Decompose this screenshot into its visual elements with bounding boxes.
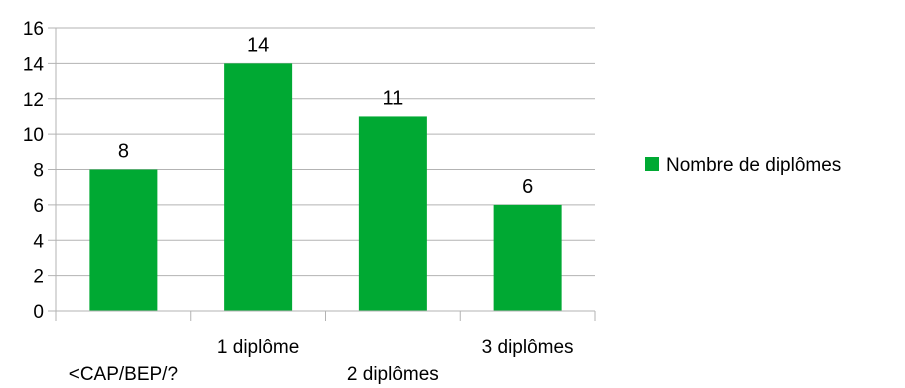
y-tick-label: 8 — [33, 161, 44, 182]
data-label-4: 6 — [522, 176, 533, 198]
y-tick-label: 10 — [23, 125, 44, 146]
legend: Nombre de diplômes — [645, 155, 841, 176]
bar-4 — [493, 204, 562, 311]
data-labels: 8 14 11 6 — [118, 34, 533, 198]
y-tick-label: 12 — [23, 90, 44, 111]
y-tick-label: 0 — [33, 302, 44, 323]
x-category-label: 2 diplômes — [347, 364, 439, 385]
y-tick-label: 2 — [33, 267, 44, 288]
legend-swatch — [645, 157, 659, 171]
y-tick-label: 14 — [23, 54, 45, 75]
x-category-label: 1 diplôme — [217, 337, 299, 358]
bar-2 — [224, 63, 293, 311]
y-tick-label: 6 — [33, 196, 44, 217]
bars — [89, 63, 562, 311]
y-tick-label: 4 — [33, 231, 44, 252]
x-axis: <CAP/BEP/? 1 diplôme 2 diplômes 3 diplômes — [55, 310, 596, 385]
data-label-3: 11 — [382, 87, 403, 109]
data-label-1: 8 — [118, 141, 129, 163]
y-axis-ticks: 0 2 4 6 8 10 12 14 16 — [23, 19, 45, 323]
data-label-2: 14 — [247, 34, 269, 56]
x-category-label: <CAP/BEP/? — [69, 364, 178, 385]
bar-3 — [358, 116, 427, 311]
x-category-label: 3 diplômes — [482, 337, 574, 358]
legend-label: Nombre de diplômes — [666, 155, 841, 176]
y-tick-label: 16 — [23, 19, 44, 40]
bar-1 — [89, 169, 158, 311]
